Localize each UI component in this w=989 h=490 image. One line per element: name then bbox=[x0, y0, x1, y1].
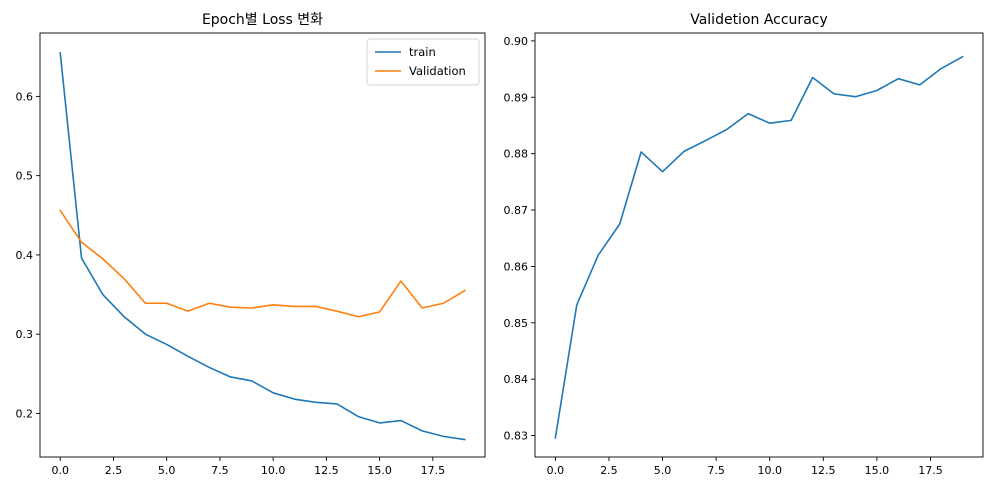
y-tick-label: 0.3 bbox=[16, 328, 34, 341]
y-tick-label: 0.6 bbox=[16, 90, 34, 103]
x-tick-label: 10.0 bbox=[757, 464, 782, 477]
series-line bbox=[554, 55, 964, 439]
legend-label: Validation bbox=[409, 64, 466, 78]
x-tick-label: 0.0 bbox=[51, 464, 69, 477]
x-tick-label: 2.5 bbox=[105, 464, 123, 477]
y-tick-label: 0.88 bbox=[504, 148, 529, 161]
chart-1: Epoch별 Loss 변화 0.0 2.5 5.0 7.5 10.0 12.5 15.0 17… bbox=[16, 12, 486, 477]
y-tick-label: 0.4 bbox=[16, 249, 34, 262]
axes-frame bbox=[534, 32, 984, 458]
chart-title: Validetion Accuracy bbox=[690, 12, 828, 28]
y-tick-label: 0.87 bbox=[504, 204, 529, 217]
y-tick-label: 0.2 bbox=[16, 407, 34, 420]
y-tick-label: 0.85 bbox=[504, 317, 529, 330]
x-tick-label: 15.0 bbox=[367, 464, 392, 477]
legend-label: train bbox=[409, 45, 436, 59]
x-tick-label: 7.5 bbox=[211, 464, 229, 477]
chart-title: Epoch별 Loss 변화 bbox=[202, 12, 323, 28]
y-tick-label: 0.5 bbox=[16, 170, 34, 183]
x-tick-label: 17.5 bbox=[421, 464, 446, 477]
x-tick-label: 0.0 bbox=[547, 464, 565, 477]
x-tick-label: 7.5 bbox=[707, 464, 725, 477]
x-tick-label: 5.0 bbox=[654, 464, 672, 477]
axes-frame bbox=[39, 32, 486, 458]
y-tick-label: 0.89 bbox=[504, 91, 529, 104]
x-tick-label: 10.0 bbox=[261, 464, 286, 477]
legend-box bbox=[366, 38, 480, 86]
y-tick-label: 0.86 bbox=[504, 260, 529, 273]
series-line-validation bbox=[59, 209, 466, 318]
x-tick-label: 5.0 bbox=[158, 464, 176, 477]
chart-2: Validetion Accuracy 0.0 2.5 5.0 7.5 10.0 12.5 1… bbox=[504, 12, 984, 477]
x-tick-label: 15.0 bbox=[865, 464, 890, 477]
y-tick-label: 0.90 bbox=[504, 35, 529, 48]
y-tick-label: 0.84 bbox=[504, 373, 529, 386]
series-line-train bbox=[59, 51, 466, 441]
legend: train Validation bbox=[366, 38, 480, 86]
x-tick-label: 2.5 bbox=[600, 464, 618, 477]
x-tick-label: 12.5 bbox=[314, 464, 339, 477]
x-tick-label: 12.5 bbox=[811, 464, 836, 477]
x-tick-label: 17.5 bbox=[918, 464, 943, 477]
y-tick-label: 0.83 bbox=[504, 430, 529, 443]
